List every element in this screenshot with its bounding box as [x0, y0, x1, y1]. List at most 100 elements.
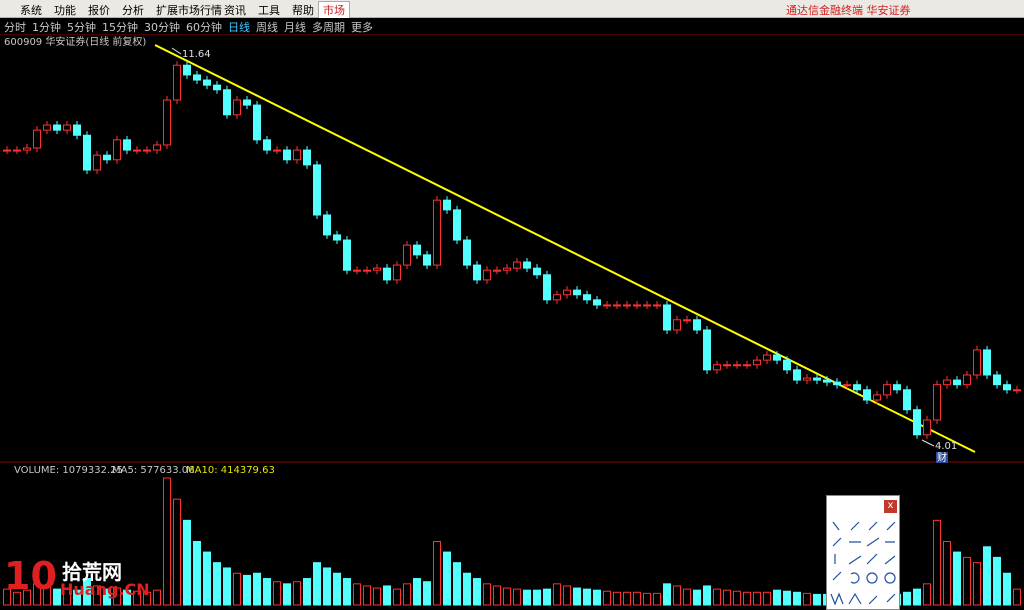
period-tab[interactable]: 分时: [4, 21, 26, 34]
candle: [1003, 384, 1011, 391]
menu-item[interactable]: 帮助: [292, 4, 314, 17]
candle: [233, 99, 241, 116]
candle: [893, 384, 901, 391]
volume-bar: [663, 583, 671, 606]
candle: [573, 289, 581, 296]
period-tab[interactable]: 周线: [256, 21, 278, 34]
candle: [503, 267, 511, 271]
candle: [703, 329, 711, 371]
volume-bar: [743, 591, 751, 606]
volume-bar: [333, 572, 341, 606]
period-tab[interactable]: 日线: [228, 21, 250, 34]
volume-bar: [403, 583, 411, 606]
candle: [593, 299, 601, 306]
volume-bar: [153, 589, 161, 606]
volume-bar: [273, 581, 281, 606]
volume-bar: [73, 589, 81, 606]
volume-bar: [513, 588, 521, 606]
candle: [603, 304, 611, 307]
market-tab[interactable]: 市场: [318, 1, 350, 19]
event-marker[interactable]: 财: [937, 451, 947, 464]
period-tab[interactable]: 5分钟: [67, 21, 96, 34]
brand: 通达信金融终端 华安证券: [786, 4, 911, 17]
menu-item[interactable]: 功能: [54, 4, 76, 17]
period-tab[interactable]: 1分钟: [32, 21, 61, 34]
candles: [3, 61, 1021, 606]
watermark-url: Huang.CN: [60, 580, 150, 599]
candle: [243, 99, 251, 106]
candle: [643, 304, 651, 307]
candle: [903, 389, 911, 411]
candle: [613, 304, 621, 307]
menu-item[interactable]: 工具: [258, 4, 280, 17]
candle: [863, 389, 871, 401]
volume-bar: [123, 589, 131, 606]
candle: [583, 294, 591, 301]
menu-item[interactable]: 分析: [122, 4, 144, 17]
volume-bar: [593, 589, 601, 606]
candle: [433, 199, 441, 266]
ma5-label: MA5: 577633.06: [112, 465, 194, 476]
volume-bar: [493, 585, 501, 606]
volume-bar: [383, 585, 391, 606]
candle: [263, 139, 271, 151]
volume-bar: [213, 562, 221, 606]
period-tab[interactable]: 更多: [351, 21, 373, 34]
volume-bar: [163, 477, 171, 606]
close-button[interactable]: x: [884, 500, 897, 513]
volume-bar: [923, 583, 931, 606]
candle: [623, 304, 631, 307]
volume-bar: [973, 562, 981, 606]
candle: [453, 209, 461, 241]
candle: [33, 129, 41, 149]
volume-bar: [523, 589, 531, 606]
candle: [423, 254, 431, 266]
volume-bar: [503, 587, 511, 606]
drawing-toolbar: x: [826, 495, 900, 610]
candle: [343, 239, 351, 271]
candle: [923, 419, 931, 436]
period-tab[interactable]: 60分钟: [186, 21, 222, 34]
volume-bar: [793, 591, 801, 606]
candle: [193, 74, 201, 81]
candle: [663, 304, 671, 331]
menu-item[interactable]: 资讯: [224, 4, 246, 17]
period-tab[interactable]: 多周期: [312, 21, 345, 34]
candle: [513, 261, 521, 269]
menu-item[interactable]: 扩展市场行情: [156, 4, 222, 17]
menu-item[interactable]: 报价: [88, 4, 110, 17]
candle: [953, 379, 961, 386]
volume-bar: [43, 585, 51, 606]
candle: [393, 264, 401, 281]
period-tab[interactable]: 15分钟: [102, 21, 138, 34]
volume-bar: [533, 589, 541, 606]
volume-bar: [773, 589, 781, 606]
period-tab[interactable]: 30分钟: [144, 21, 180, 34]
candle: [63, 124, 71, 131]
menu-item[interactable]: 系统: [20, 4, 42, 17]
candle: [153, 144, 161, 151]
volume-bar: [263, 578, 271, 606]
volume-bar: [583, 588, 591, 606]
candle: [403, 244, 411, 266]
volume-bar: [23, 589, 31, 606]
candle: [93, 154, 101, 171]
volume-bar: [83, 578, 91, 606]
volume-bar: [103, 588, 111, 606]
volume-bar: [713, 588, 721, 606]
volume-bar: [613, 591, 621, 606]
candle: [753, 359, 761, 366]
volume-bar: [343, 578, 351, 606]
volume-bar: [93, 585, 101, 606]
candle: [943, 379, 951, 386]
period-tab[interactable]: 月线: [284, 21, 306, 34]
volume-bar: [313, 562, 321, 606]
candle: [843, 384, 851, 387]
volume-bar: [323, 567, 331, 606]
candle: [963, 374, 971, 386]
candle: [323, 214, 331, 236]
event-marker-bg[interactable]: [936, 452, 948, 463]
candle: [693, 319, 701, 331]
volume-bar: [113, 587, 121, 606]
volume-bar: [703, 585, 711, 606]
